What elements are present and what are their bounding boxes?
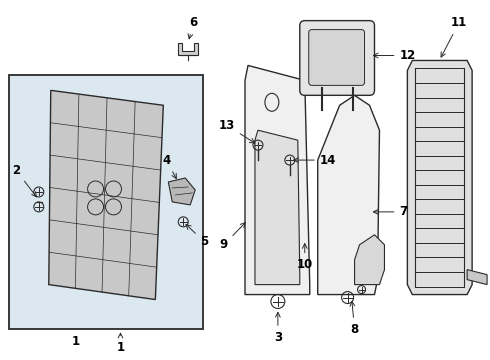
Text: 2: 2 <box>12 163 36 197</box>
Polygon shape <box>467 270 487 285</box>
Text: 6: 6 <box>188 16 197 39</box>
Text: 9: 9 <box>220 222 245 251</box>
Text: 1: 1 <box>72 335 80 348</box>
FancyBboxPatch shape <box>309 30 365 85</box>
Polygon shape <box>49 90 163 300</box>
Text: 1: 1 <box>117 333 124 354</box>
FancyBboxPatch shape <box>300 21 374 95</box>
Polygon shape <box>178 42 198 55</box>
Text: 14: 14 <box>294 154 336 167</box>
Polygon shape <box>245 66 310 294</box>
Text: 8: 8 <box>350 301 359 336</box>
Text: 12: 12 <box>373 49 416 62</box>
Text: 7: 7 <box>373 205 408 219</box>
Polygon shape <box>318 95 379 294</box>
Bar <box>9 75 203 329</box>
Text: 10: 10 <box>296 244 313 271</box>
Text: 5: 5 <box>186 225 208 248</box>
Polygon shape <box>355 235 385 285</box>
Polygon shape <box>168 178 195 205</box>
Text: 3: 3 <box>274 312 282 344</box>
Polygon shape <box>407 60 472 294</box>
Text: 11: 11 <box>441 16 467 57</box>
Polygon shape <box>255 130 300 285</box>
Text: 13: 13 <box>219 119 255 143</box>
Text: 4: 4 <box>162 154 176 179</box>
